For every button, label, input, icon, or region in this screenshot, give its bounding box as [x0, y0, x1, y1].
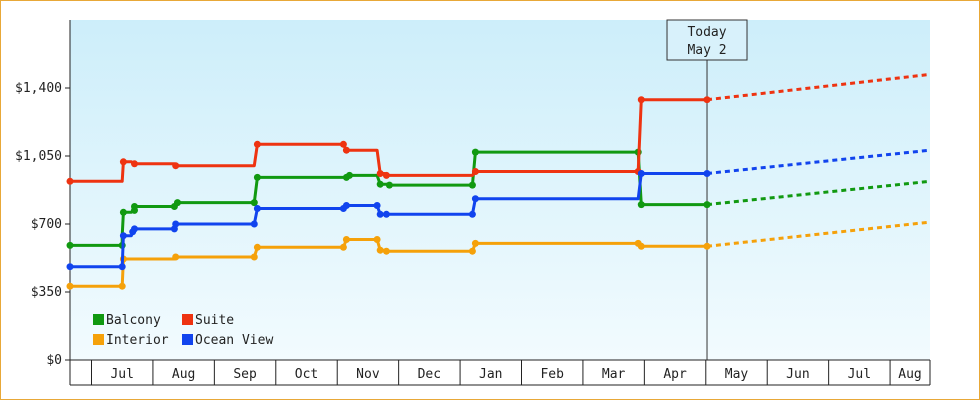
data-point-interior[interactable] — [468, 247, 476, 255]
data-point-balcony[interactable] — [376, 180, 384, 188]
legend-swatch-suite[interactable] — [182, 314, 193, 325]
series-layer — [66, 72, 931, 290]
x-tick-label: May — [725, 367, 749, 382]
x-tick-label: Aug — [898, 367, 921, 382]
data-point-interior[interactable] — [376, 246, 384, 254]
data-point-suite[interactable] — [382, 171, 390, 179]
x-tick-label: Nov — [356, 367, 380, 382]
y-tick-label: $1,050 — [15, 149, 62, 164]
x-tick-label: Jan — [479, 367, 502, 382]
forecast-line-ocean-view — [706, 148, 931, 175]
data-point-suite[interactable] — [342, 146, 350, 154]
legend-label-balcony[interactable]: Balcony — [106, 313, 161, 328]
x-tick-label: Sep — [233, 367, 257, 382]
x-tick-label: Oct — [295, 367, 318, 382]
data-point-suite[interactable] — [131, 160, 138, 168]
data-point-interior[interactable] — [637, 242, 645, 250]
data-point-ocean-view[interactable] — [119, 232, 127, 240]
data-point-ocean-view[interactable] — [376, 210, 384, 218]
data-point-balcony[interactable] — [119, 208, 127, 216]
data-point-balcony[interactable] — [131, 203, 138, 210]
x-tick-label: Jul — [110, 367, 133, 382]
y-tick-label: $700 — [31, 217, 62, 232]
plot-area — [70, 20, 930, 360]
data-point-ocean-view[interactable] — [253, 205, 261, 212]
x-tick-label: Jun — [786, 367, 809, 382]
forecast-line-interior — [706, 220, 931, 248]
data-point-interior[interactable] — [382, 247, 390, 255]
series-interior — [66, 220, 931, 290]
data-point-balcony[interactable] — [468, 181, 476, 189]
data-point-ocean-view[interactable] — [342, 202, 350, 209]
data-point-suite[interactable] — [66, 177, 74, 185]
x-tick-label: Jul — [848, 367, 871, 382]
data-point-suite[interactable] — [253, 140, 261, 148]
data-point-interior[interactable] — [703, 242, 711, 250]
data-point-suite[interactable] — [637, 96, 645, 104]
data-point-balcony[interactable] — [385, 181, 393, 189]
data-point-ocean-view[interactable] — [382, 210, 390, 218]
forecast-line-balcony — [706, 179, 931, 207]
data-point-ocean-view[interactable] — [172, 220, 180, 228]
today-label: Today — [687, 25, 726, 40]
data-point-ocean-view[interactable] — [131, 225, 138, 233]
x-tick-label: Feb — [540, 367, 564, 382]
data-point-interior[interactable] — [339, 243, 347, 251]
data-point-balcony[interactable] — [250, 199, 258, 207]
x-tick-label: Apr — [663, 367, 687, 382]
series-ocean-view — [66, 148, 931, 271]
data-point-interior[interactable] — [342, 236, 350, 243]
data-point-interior[interactable] — [172, 253, 180, 261]
data-point-suite[interactable] — [119, 158, 127, 166]
data-point-balcony[interactable] — [471, 148, 479, 156]
x-tick-label: Aug — [172, 367, 195, 382]
data-point-balcony[interactable] — [174, 199, 181, 207]
y-tick-label: $0 — [46, 353, 62, 368]
series-line-interior — [70, 238, 707, 288]
today-callout-box — [666, 19, 748, 61]
legend-label-suite[interactable]: Suite — [195, 313, 234, 328]
data-point-interior[interactable] — [253, 243, 261, 251]
legend-label-interior[interactable]: Interior — [106, 333, 169, 348]
data-point-ocean-view[interactable] — [637, 170, 645, 177]
data-point-ocean-view[interactable] — [250, 220, 258, 228]
data-point-ocean-view[interactable] — [66, 263, 74, 271]
legend-label-ocean-view[interactable]: Ocean View — [195, 333, 273, 348]
data-point-balcony[interactable] — [703, 201, 711, 209]
data-point-suite[interactable] — [703, 96, 711, 104]
data-point-ocean-view[interactable] — [703, 170, 711, 177]
data-point-balcony[interactable] — [253, 173, 261, 181]
today-date: May 2 — [687, 43, 726, 58]
data-point-suite[interactable] — [339, 140, 347, 148]
y-tick-label: $350 — [31, 285, 62, 300]
legend-swatch-ocean-view[interactable] — [182, 334, 193, 345]
x-tick-label: Dec — [418, 367, 441, 382]
data-point-suite[interactable] — [172, 162, 180, 170]
data-point-interior[interactable] — [66, 282, 74, 290]
data-point-interior[interactable] — [373, 236, 381, 243]
data-point-balcony[interactable] — [637, 201, 645, 209]
data-point-interior[interactable] — [471, 239, 479, 247]
data-point-balcony[interactable] — [346, 171, 353, 179]
data-point-ocean-view[interactable] — [118, 263, 126, 271]
data-point-interior[interactable] — [118, 282, 126, 290]
data-point-ocean-view[interactable] — [373, 202, 381, 209]
data-point-interior[interactable] — [250, 253, 258, 261]
legend-swatch-interior[interactable] — [93, 334, 104, 345]
axes: $0 $350 $700 $1,050 $1,400 Jul Aug Sep Oct Nov Dec… — [15, 20, 931, 386]
y-tick-label: $1,400 — [15, 81, 62, 96]
data-point-suite[interactable] — [471, 168, 479, 175]
data-point-suite[interactable] — [376, 170, 384, 177]
data-point-ocean-view[interactable] — [468, 210, 476, 218]
legend: Balcony Suite Interior Ocean View — [93, 313, 273, 348]
x-tick-label: Mar — [602, 367, 626, 382]
data-point-ocean-view[interactable] — [471, 195, 479, 203]
today-marker: Today May 2 — [666, 19, 748, 360]
forecast-line-suite — [706, 72, 931, 102]
legend-swatch-balcony[interactable] — [93, 314, 104, 325]
data-point-balcony[interactable] — [66, 241, 74, 249]
